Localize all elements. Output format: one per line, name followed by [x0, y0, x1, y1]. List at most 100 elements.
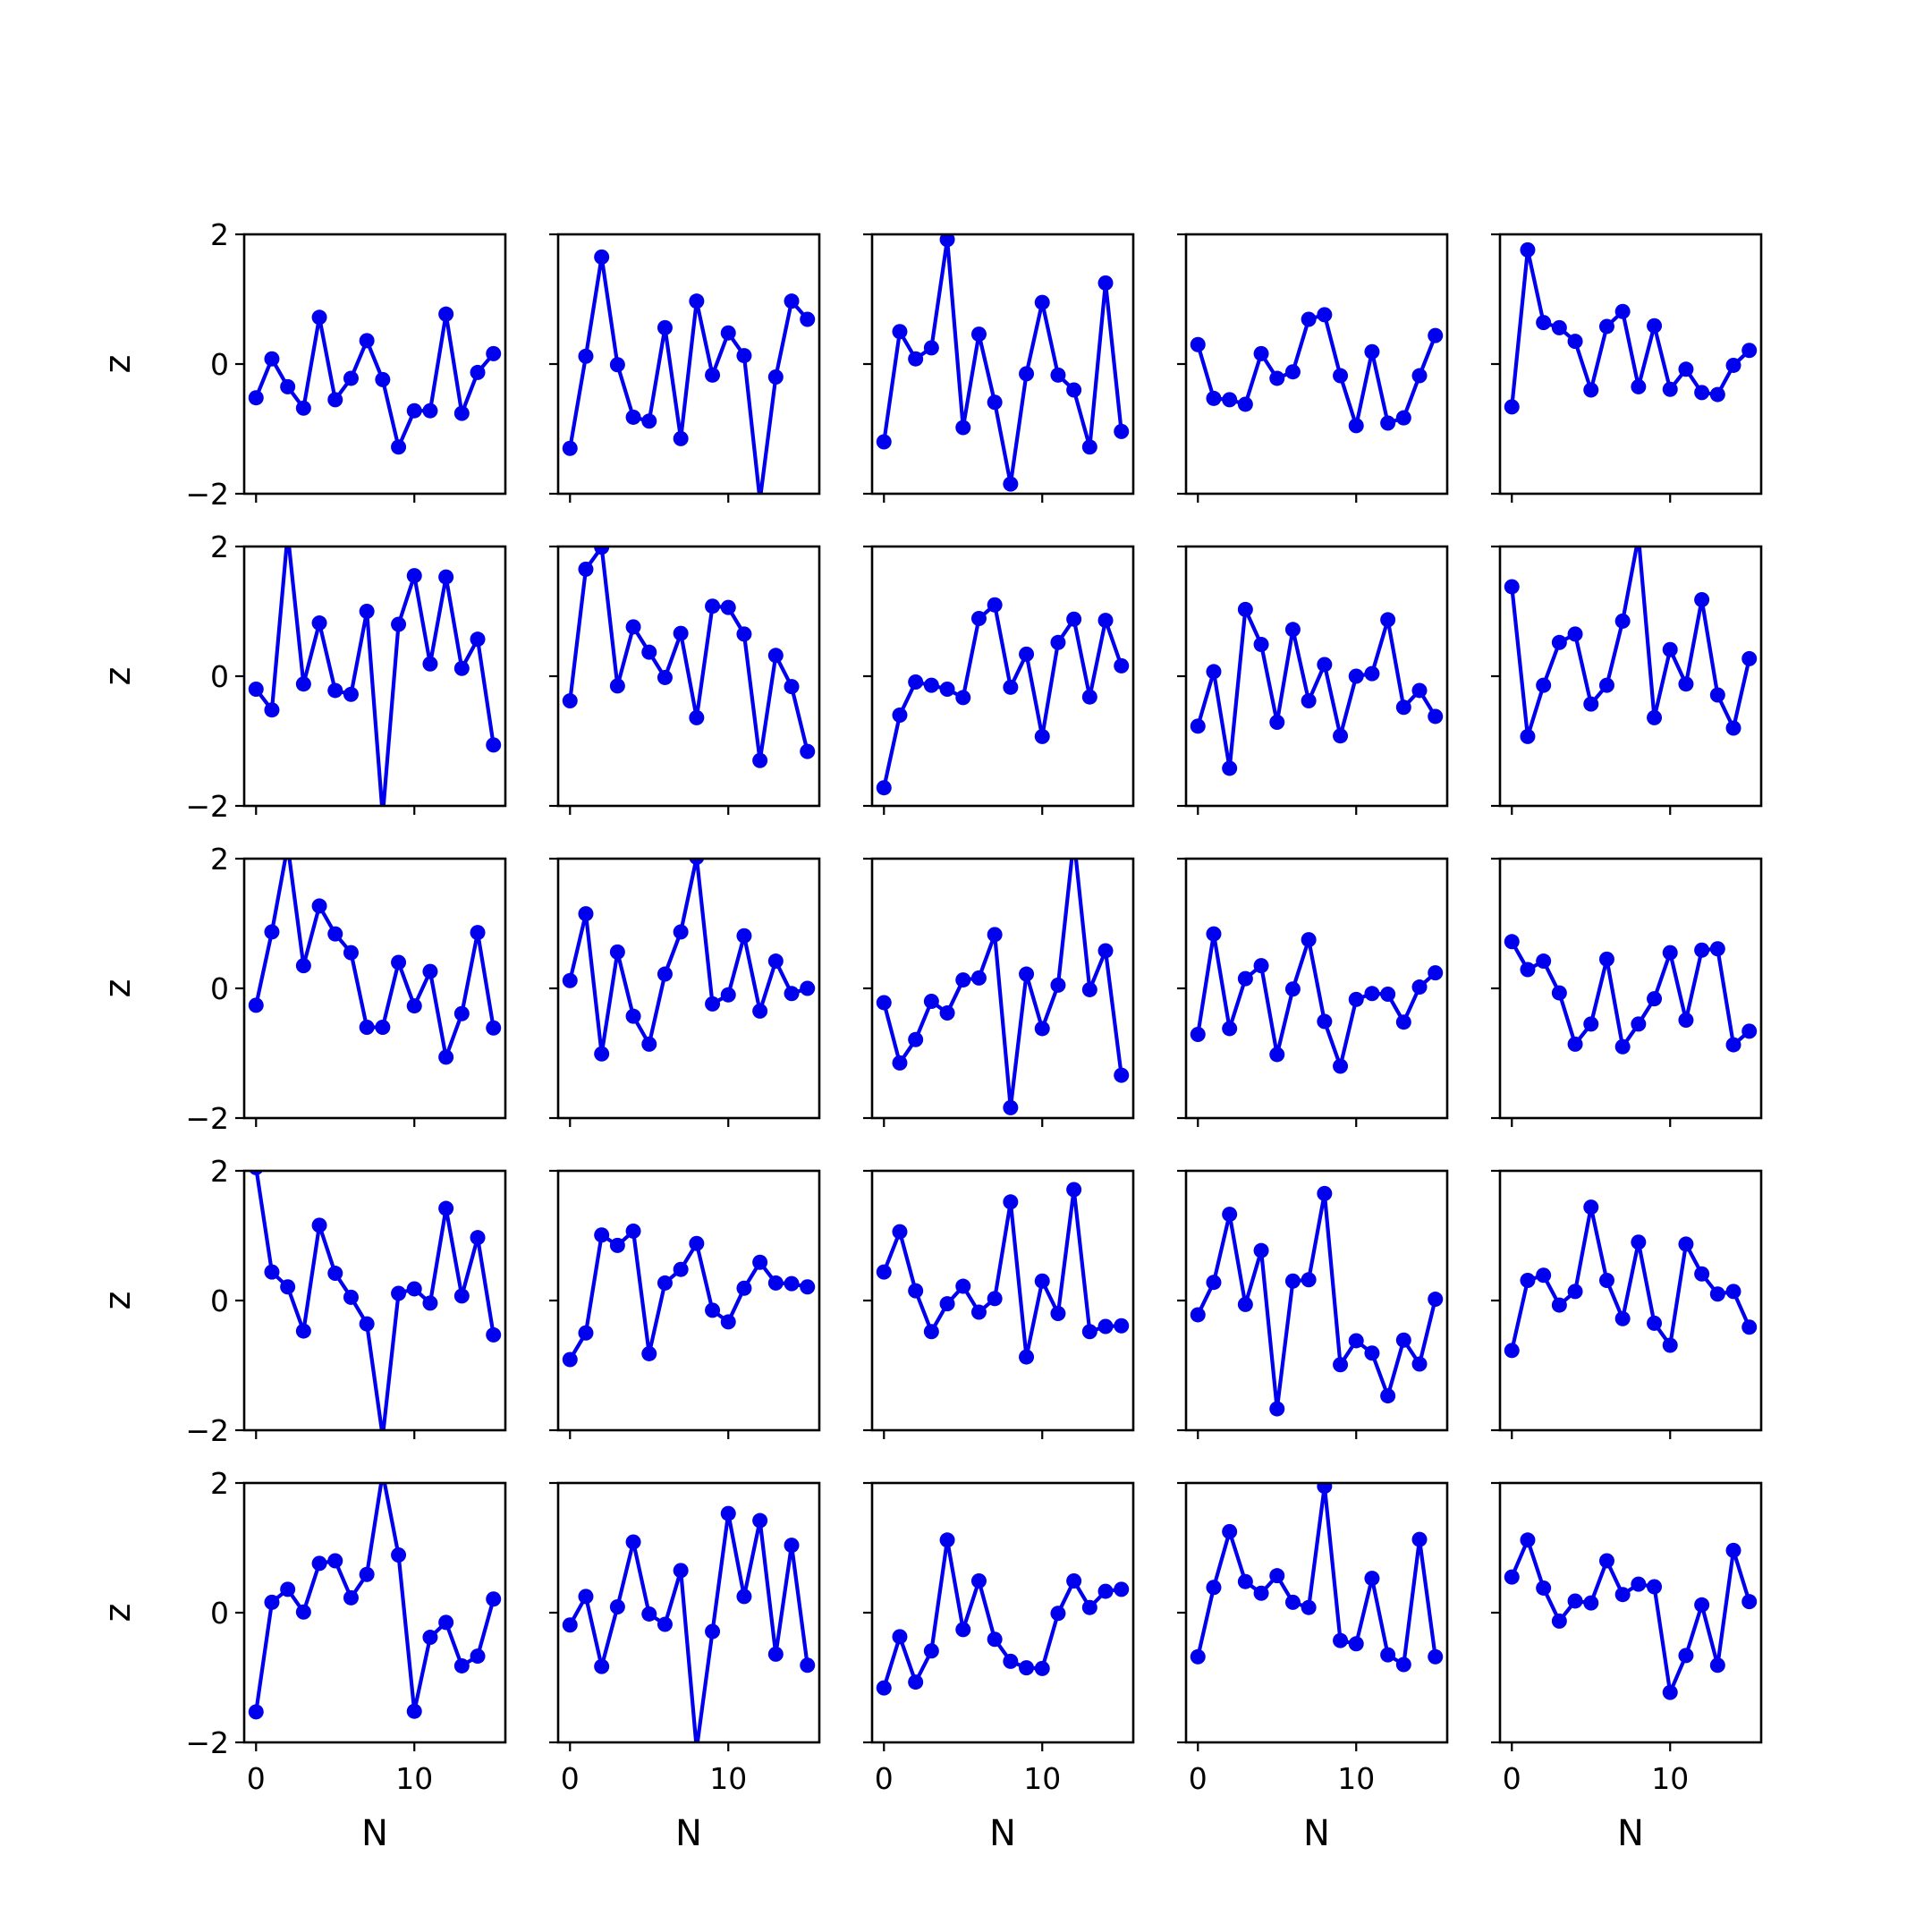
data-point [295, 958, 311, 974]
data-point [578, 1325, 594, 1341]
data-point [625, 409, 641, 425]
data-point [1614, 1038, 1631, 1055]
data-point [359, 1566, 375, 1582]
data-point [641, 413, 657, 429]
data-point [486, 737, 502, 753]
data-point [1536, 315, 1552, 331]
data-point [1114, 1318, 1130, 1334]
data-point [876, 995, 892, 1011]
data-point [736, 1280, 752, 1296]
data-point [1269, 1046, 1285, 1063]
series-group [1504, 547, 1758, 744]
data-point [641, 1036, 657, 1052]
data-point [1253, 1585, 1269, 1601]
data-point [1428, 327, 1444, 343]
data-point [923, 1324, 939, 1340]
data-point [327, 926, 343, 942]
series-group [876, 1532, 1130, 1696]
data-point [1598, 677, 1614, 693]
data-point [248, 682, 264, 697]
data-point [594, 1046, 610, 1062]
x-axis-label: N [1617, 1813, 1644, 1854]
data-point [1536, 953, 1552, 970]
data-point [1253, 1242, 1269, 1258]
data-point [1097, 613, 1114, 629]
subplot-r0-c0: −2 0 2 z [97, 217, 507, 512]
data-point [752, 1254, 768, 1270]
data-point [264, 702, 280, 718]
data-point [1631, 1234, 1647, 1250]
data-point [453, 1005, 470, 1021]
data-point [955, 972, 971, 988]
data-point [1567, 1284, 1583, 1300]
data-point [1190, 1307, 1206, 1323]
data-point [1411, 1531, 1428, 1547]
subplot-r2-c2 [863, 857, 1135, 1127]
data-point [1317, 657, 1333, 673]
data-point [1411, 979, 1428, 996]
data-point [1284, 364, 1301, 380]
subplot-r0-c3 [1177, 233, 1449, 503]
data-point [767, 648, 784, 664]
data-point [752, 1003, 768, 1019]
subplot-r3-c1 [549, 1169, 821, 1439]
data-point [1598, 951, 1614, 967]
data-point [1269, 714, 1285, 730]
data-point [720, 599, 736, 615]
data-point [720, 1505, 736, 1521]
data-point [1348, 418, 1364, 434]
data-point [1725, 1542, 1741, 1558]
data-point [609, 944, 625, 960]
y-tick-label: 2 [210, 217, 229, 252]
data-point [1428, 708, 1444, 724]
data-point [1081, 1324, 1097, 1340]
data-point [1631, 378, 1647, 394]
data-point [1694, 942, 1710, 958]
series-group [1504, 1199, 1758, 1359]
data-point [1348, 668, 1364, 684]
data-point [327, 1553, 343, 1569]
data-point [1647, 318, 1663, 334]
data-point [295, 400, 311, 416]
data-point [375, 371, 391, 387]
data-point [784, 986, 800, 1002]
data-point [908, 351, 924, 367]
subplot-r4-c0: 0 10 −2 0 2 Nz [97, 1466, 507, 1854]
data-point [327, 682, 343, 699]
data-point [486, 1591, 502, 1607]
data-point [970, 610, 987, 626]
data-point [1003, 679, 1019, 695]
data-point [1395, 1332, 1411, 1348]
data-point [248, 390, 264, 406]
series-line [881, 603, 1124, 791]
y-tick-label: −2 [185, 477, 229, 512]
data-point [359, 604, 375, 619]
data-point [359, 333, 375, 349]
data-point [923, 1643, 939, 1659]
data-point [892, 1629, 908, 1645]
subplot-r1-c2 [863, 545, 1135, 815]
data-point [1678, 361, 1694, 377]
data-point [641, 1345, 657, 1361]
data-point [657, 1616, 673, 1632]
data-point [1709, 687, 1725, 703]
data-point [987, 597, 1003, 613]
data-point [422, 402, 438, 419]
series-line [1509, 938, 1752, 1049]
data-point [987, 394, 1003, 411]
series-group [1504, 1532, 1758, 1700]
data-point [625, 1534, 641, 1550]
y-tick-label: 0 [210, 971, 229, 1006]
data-point [391, 616, 407, 632]
data-point [1741, 1594, 1758, 1610]
data-point [1551, 985, 1567, 1001]
data-point [1583, 696, 1599, 712]
data-point [1395, 699, 1411, 716]
data-point [1301, 311, 1317, 327]
data-point [486, 345, 502, 361]
data-point [752, 1513, 768, 1529]
data-point [908, 1031, 924, 1047]
data-point [1019, 966, 1035, 982]
data-point [311, 898, 327, 914]
